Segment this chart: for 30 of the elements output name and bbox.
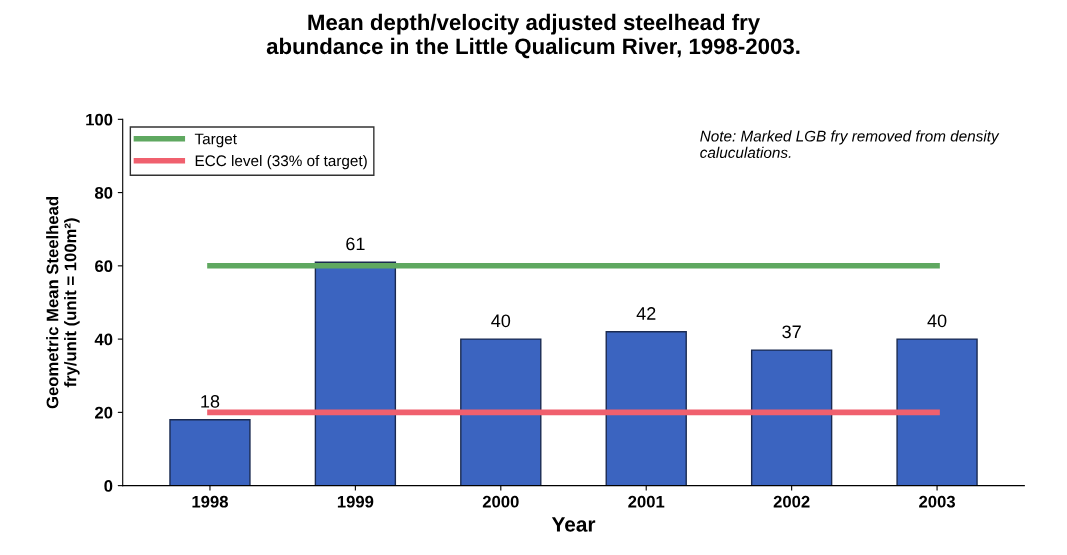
y-tick-label: 40	[94, 333, 113, 346]
x-tick-label: 1998	[192, 495, 228, 508]
data-label: 37	[782, 325, 801, 339]
bar	[750, 349, 833, 486]
data-label: 18	[201, 395, 220, 408]
data-label: 40	[927, 314, 947, 328]
chart-title: Mean depth/velocity adjusted steelhead fry abundance in the Little Qualicum River, 1998-2003.	[266, 13, 800, 59]
annotation: Note: Marked LGB fry removed from density caluculations.	[700, 130, 1000, 158]
bar	[605, 331, 687, 486]
legend-label: ECC level (33% of target)	[195, 154, 367, 170]
y-tick-label: 100	[86, 113, 113, 126]
data-label: 40	[491, 314, 511, 328]
bar	[314, 261, 397, 486]
data-label: 42	[636, 307, 656, 320]
legend-label: Target	[194, 133, 237, 148]
y-tick-label: 60	[95, 260, 113, 273]
y-tick-label: 0	[104, 480, 113, 492]
bar	[169, 418, 251, 486]
x-tick-label: 2000	[482, 495, 519, 508]
x-tick-label: 2001	[628, 495, 665, 508]
x-tick-label: 2003	[919, 495, 955, 508]
bar	[460, 338, 542, 486]
y-axis-title: Geometric Mean Steelhead fry/unit (unit = 100m²)	[46, 197, 80, 409]
x-axis-title: Year	[551, 517, 596, 532]
y-tick-label: 20	[95, 406, 113, 419]
x-tick-label: 2002	[773, 495, 810, 508]
bar	[896, 338, 978, 486]
data-label: 61	[346, 237, 365, 251]
y-tick-label: 80	[94, 186, 113, 199]
x-tick-label: 1999	[337, 495, 374, 508]
